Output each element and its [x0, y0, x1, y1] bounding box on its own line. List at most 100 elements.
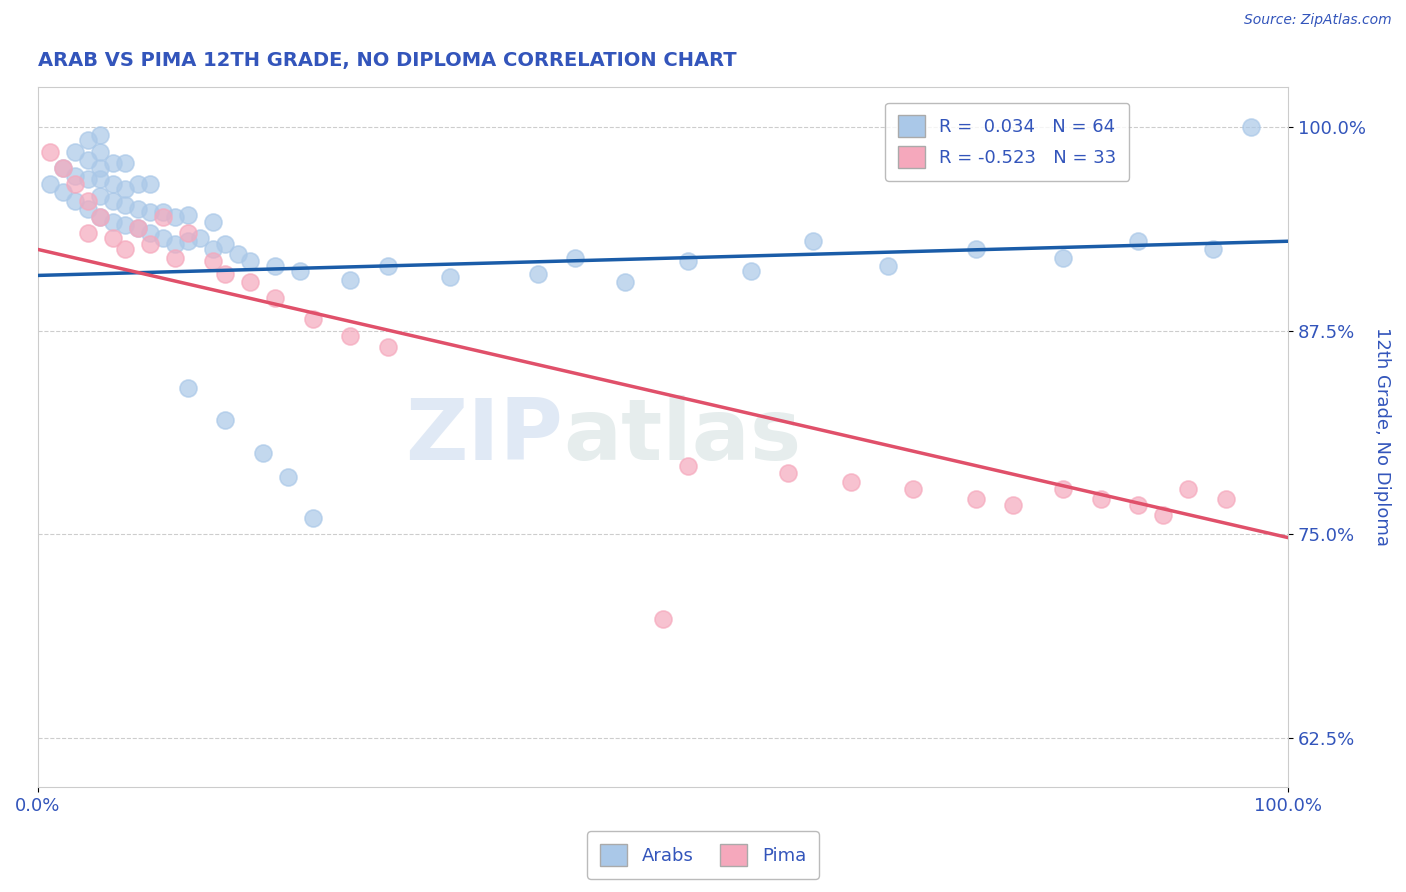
Point — [101, 178, 124, 192]
Point — [239, 275, 262, 289]
Point — [277, 470, 299, 484]
Point — [1090, 491, 1112, 506]
Point — [877, 259, 900, 273]
Point — [214, 267, 236, 281]
Point — [801, 234, 824, 248]
Point — [1002, 498, 1025, 512]
Point — [301, 511, 323, 525]
Point — [839, 475, 862, 490]
Point — [39, 178, 62, 192]
Point — [264, 291, 287, 305]
Point — [101, 194, 124, 208]
Point — [239, 253, 262, 268]
Point — [114, 218, 136, 232]
Point — [201, 243, 224, 257]
Legend: Arabs, Pima: Arabs, Pima — [588, 831, 818, 879]
Point — [339, 273, 361, 287]
Point — [1202, 243, 1225, 257]
Text: atlas: atlas — [562, 395, 801, 478]
Point — [152, 205, 174, 219]
Point — [101, 156, 124, 170]
Point — [226, 247, 249, 261]
Point — [63, 169, 86, 183]
Point — [89, 161, 111, 175]
Point — [89, 145, 111, 159]
Point — [76, 194, 98, 208]
Point — [76, 172, 98, 186]
Point — [89, 128, 111, 143]
Point — [676, 458, 699, 473]
Point — [527, 267, 550, 281]
Point — [740, 263, 762, 277]
Point — [676, 253, 699, 268]
Point — [1052, 482, 1074, 496]
Point — [188, 231, 211, 245]
Point — [76, 153, 98, 167]
Point — [139, 178, 162, 192]
Point — [965, 243, 987, 257]
Point — [301, 312, 323, 326]
Point — [101, 215, 124, 229]
Point — [1215, 491, 1237, 506]
Point — [52, 186, 75, 200]
Point — [252, 446, 274, 460]
Point — [89, 210, 111, 224]
Point — [264, 259, 287, 273]
Point — [1128, 234, 1150, 248]
Point — [965, 491, 987, 506]
Text: ARAB VS PIMA 12TH GRADE, NO DIPLOMA CORRELATION CHART: ARAB VS PIMA 12TH GRADE, NO DIPLOMA CORR… — [38, 51, 737, 70]
Point — [165, 210, 187, 224]
Point — [89, 172, 111, 186]
Point — [127, 202, 149, 216]
Point — [214, 413, 236, 427]
Point — [290, 263, 312, 277]
Point — [1152, 508, 1174, 522]
Point — [114, 198, 136, 212]
Point — [177, 234, 200, 248]
Point — [139, 237, 162, 252]
Point — [165, 237, 187, 252]
Point — [377, 259, 399, 273]
Point — [214, 237, 236, 252]
Point — [652, 612, 675, 626]
Point — [139, 226, 162, 240]
Point — [165, 251, 187, 265]
Point — [127, 221, 149, 235]
Point — [76, 202, 98, 216]
Point — [564, 251, 586, 265]
Point — [152, 210, 174, 224]
Point — [114, 156, 136, 170]
Point — [177, 208, 200, 222]
Point — [114, 182, 136, 196]
Point — [139, 205, 162, 219]
Point — [101, 231, 124, 245]
Point — [89, 210, 111, 224]
Point — [614, 275, 637, 289]
Point — [76, 133, 98, 147]
Point — [89, 188, 111, 202]
Point — [201, 253, 224, 268]
Point — [201, 215, 224, 229]
Point — [152, 231, 174, 245]
Point — [39, 145, 62, 159]
Point — [439, 270, 461, 285]
Point — [63, 178, 86, 192]
Point — [1052, 251, 1074, 265]
Point — [63, 145, 86, 159]
Point — [1240, 120, 1263, 135]
Point — [1177, 482, 1199, 496]
Point — [114, 243, 136, 257]
Point — [377, 340, 399, 354]
Point — [63, 194, 86, 208]
Text: ZIP: ZIP — [405, 395, 562, 478]
Point — [339, 328, 361, 343]
Legend: R =  0.034   N = 64, R = -0.523   N = 33: R = 0.034 N = 64, R = -0.523 N = 33 — [886, 103, 1129, 181]
Point — [52, 161, 75, 175]
Point — [127, 221, 149, 235]
Point — [1128, 498, 1150, 512]
Point — [776, 466, 799, 480]
Point — [52, 161, 75, 175]
Point — [177, 381, 200, 395]
Point — [177, 226, 200, 240]
Point — [901, 482, 924, 496]
